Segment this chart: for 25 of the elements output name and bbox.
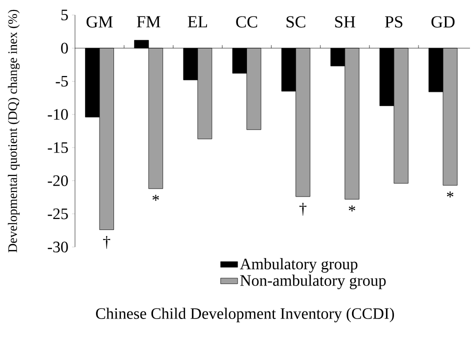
y-tick-label: -30: [48, 242, 68, 252]
x-tick-label: PS: [385, 16, 402, 28]
y-tick-label: -15: [48, 142, 68, 153]
x-tick-label: EL: [188, 16, 208, 28]
y-axis-title: Developmental quotient (DQ) change inex (%): [8, 10, 20, 252]
x-tick-label: GD: [431, 16, 455, 28]
x-axis-title: Chinese Child Development Inventory (CCDI): [96, 308, 394, 322]
y-tick-label: -25: [48, 208, 68, 220]
annotation: †: [299, 202, 306, 216]
annotation: *: [348, 205, 356, 212]
annotation: *: [152, 194, 159, 201]
y-tick-label: -10: [48, 109, 68, 120]
legend-label: Non-ambulatory group: [240, 274, 386, 290]
x-tick-label: SC: [286, 16, 306, 28]
x-tick-label: GM: [86, 16, 113, 28]
x-tick-label: CC: [236, 16, 258, 28]
y-tick-label: 5: [61, 10, 68, 20]
x-tick-label: SH: [335, 16, 356, 28]
x-tick-label: FM: [136, 16, 160, 28]
y-tick-label: -5: [56, 76, 68, 87]
y-tick-label: 0: [61, 42, 68, 54]
annotation: *: [446, 192, 454, 198]
annotation: †: [103, 236, 110, 249]
legend-label: Ambulatory group: [240, 258, 358, 273]
y-tick-label: -20: [48, 175, 68, 186]
